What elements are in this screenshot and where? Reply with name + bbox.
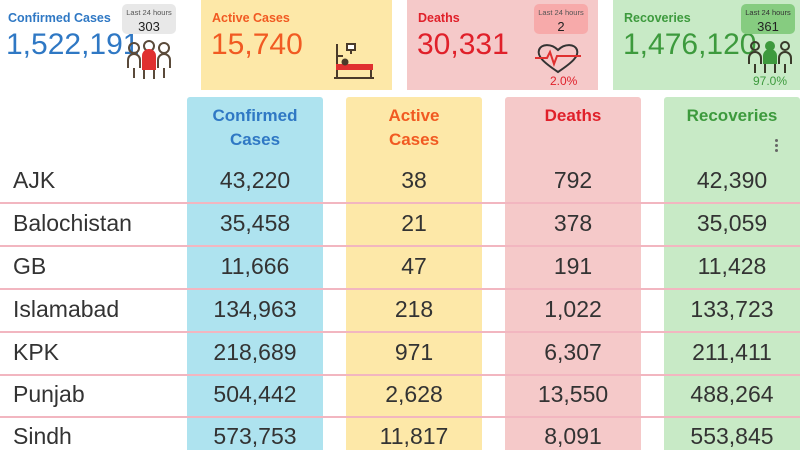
recoveries-column-bg: [664, 97, 800, 450]
deaths-cell: 13,550: [537, 381, 609, 407]
region-name: Sindh: [13, 423, 72, 449]
active-cell: 47: [401, 253, 427, 279]
hospital-bed-icon: [334, 43, 374, 79]
header-confirmed[interactable]: Confirmed Cases: [212, 106, 298, 149]
confirmed-card: Confirmed Cases 1,522,191 Last 24 hours …: [0, 0, 188, 90]
table-row: GB 11,666 47 191 11,428: [0, 247, 800, 290]
recoveries-card-title: Recoveries: [624, 11, 691, 25]
deaths-card: Deaths 30,331 Last 24 hours 2 2.0%: [407, 0, 598, 90]
recoveries-cell: 488,264: [690, 381, 774, 407]
recoveries-cell: 553,845: [690, 423, 774, 449]
region-name: AJK: [13, 167, 56, 193]
deaths-last24-value: 2: [557, 19, 565, 34]
active-cell: 2,628: [385, 381, 443, 407]
people-icon: [127, 40, 171, 79]
deaths-card-title: Deaths: [418, 11, 460, 25]
more-options-icon[interactable]: [772, 138, 780, 154]
deaths-card-value: 30,331: [417, 28, 509, 61]
recoveries-cell: 42,390: [696, 167, 768, 193]
confirmed-column-bg: [187, 97, 323, 450]
active-cell: 21: [401, 210, 427, 236]
region-name: KPK: [13, 339, 60, 365]
recoveries-card: Recoveries 1,476,120 Last 24 hours 361 9…: [613, 0, 800, 90]
header-active[interactable]: Active Cases: [388, 106, 440, 149]
table-row: AJK 43,220 38 792 42,390: [0, 161, 800, 204]
confirmed-cell: 43,220: [219, 167, 291, 193]
region-name: Punjab: [13, 381, 85, 407]
recoveries-last24-label: Last 24 hours: [745, 8, 791, 17]
recoveries-cell: 11,428: [697, 253, 767, 279]
table-row: Islamabad 134,963 218 1,022 133,723: [0, 290, 800, 333]
heart-pulse-icon: [535, 44, 581, 74]
deaths-last24-label: Last 24 hours: [538, 8, 584, 17]
active-card-title: Active Cases: [212, 11, 290, 25]
active-cell: 11,817: [379, 423, 449, 449]
recoveries-card-value: 1,476,120: [623, 28, 757, 61]
active-cell: 218: [394, 296, 434, 322]
confirmed-cell: 573,753: [213, 423, 297, 449]
confirmed-last24-badge: Last 24 hours 303: [122, 4, 176, 34]
confirmed-cell: 134,963: [213, 296, 297, 322]
deaths-rate: 2.0%: [550, 74, 578, 88]
deaths-column-bg: [505, 97, 641, 450]
recoveries-cell: 133,723: [690, 296, 774, 322]
confirmed-cell: 35,458: [219, 210, 291, 236]
recoveries-last24-value: 361: [757, 19, 779, 34]
confirmed-cell: 504,442: [213, 381, 297, 407]
recoveries-cell: 211,411: [692, 339, 772, 365]
deaths-cell: 191: [553, 253, 593, 279]
header-deaths[interactable]: Deaths: [544, 106, 602, 125]
table-row: Punjab 504,442 2,628 13,550 488,264: [0, 375, 800, 418]
active-card-value: 15,740: [211, 28, 303, 61]
recoveries-cell: 35,059: [696, 210, 768, 236]
region-name: Balochistan: [13, 210, 132, 236]
deaths-cell: 1,022: [544, 296, 602, 322]
table-row: KPK 218,689 971 6,307 211,411: [0, 333, 800, 376]
deaths-cell: 792: [553, 167, 593, 193]
header-recoveries[interactable]: Recoveries: [686, 106, 778, 125]
active-column-bg: [346, 97, 482, 450]
region-name: Islamabad: [13, 296, 120, 322]
table-row: Sindh 573,753 11,817 8,091 553,845: [0, 417, 800, 460]
confirmed-card-title: Confirmed Cases: [8, 11, 111, 25]
active-cell: 971: [394, 339, 434, 365]
recovered-people-icon: [748, 41, 792, 73]
confirmed-cell: 218,689: [213, 339, 297, 365]
table-row: Balochistan 35,458 21 378 35,059: [0, 204, 800, 247]
deaths-last24-badge: Last 24 hours 2: [534, 4, 588, 34]
confirmed-cell: 11,666: [220, 253, 290, 279]
recoveries-last24-badge: Last 24 hours 361: [741, 4, 795, 34]
confirmed-last24-label: Last 24 hours: [126, 8, 172, 17]
confirmed-card-value: 1,522,191: [6, 28, 140, 61]
deaths-cell: 8,091: [544, 423, 602, 449]
active-cell: 38: [401, 167, 427, 193]
deaths-cell: 378: [553, 210, 593, 236]
recoveries-rate: 97.0%: [753, 74, 788, 88]
deaths-cell: 6,307: [544, 339, 602, 365]
confirmed-last24-value: 303: [138, 19, 160, 34]
active-card: Active Cases 15,740: [201, 0, 392, 90]
region-name: GB: [13, 253, 47, 279]
